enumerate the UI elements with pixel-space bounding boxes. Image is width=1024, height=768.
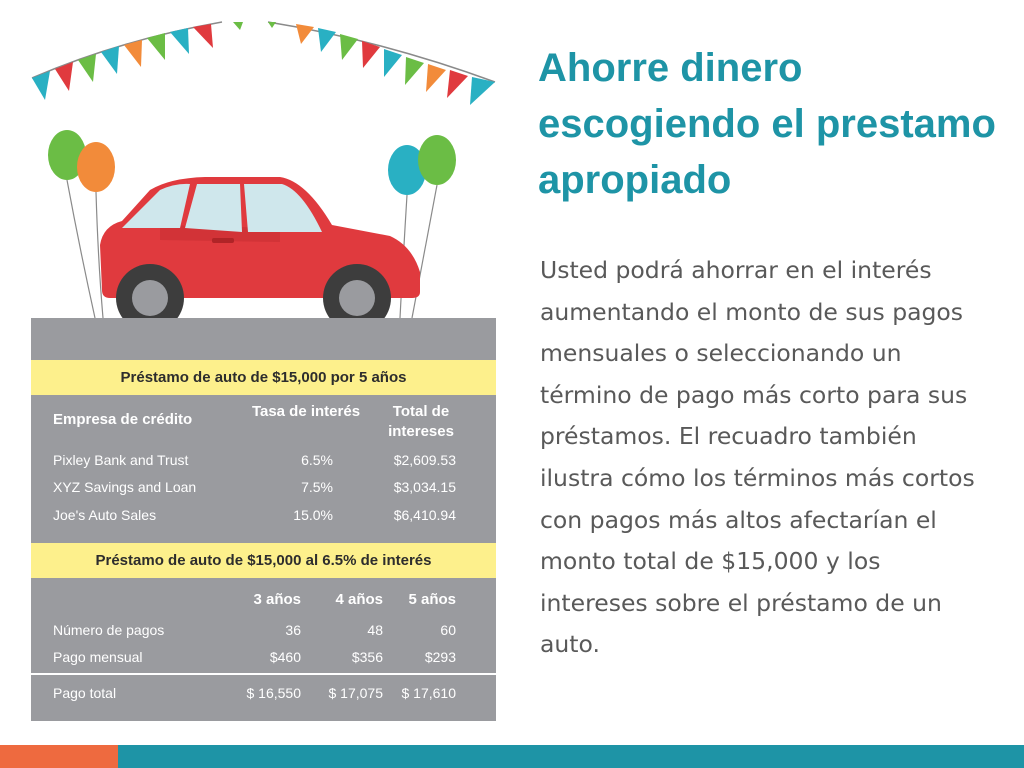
table1-row2-rate: 7.5% xyxy=(301,479,333,495)
table2-total-3yr: $ 16,550 xyxy=(246,685,302,701)
footer-accent-orange xyxy=(0,745,118,768)
table1-row1-rate: 6.5% xyxy=(301,452,333,468)
table1-row1-lender: Pixley Bank and Trust xyxy=(53,452,189,468)
table2-row1-3yr: 36 xyxy=(285,622,301,638)
table2-row2-3yr: $460 xyxy=(269,649,301,665)
table2-header-3yr: 3 años xyxy=(253,591,301,608)
table2-header-5yr: 5 años xyxy=(408,591,456,608)
table1-row3-rate: 15.0% xyxy=(293,507,333,523)
loan-comparison-panel: Préstamo de auto de $15,000 por 5 años E… xyxy=(31,318,496,721)
car-icon xyxy=(100,177,420,330)
table2-row2-4yr: $356 xyxy=(351,649,383,665)
table1-row2-interest: $3,034.15 xyxy=(393,479,456,495)
table2-total-5yr: $ 17,610 xyxy=(401,685,457,701)
total-divider xyxy=(31,673,496,675)
table2-row2-label: Pago mensual xyxy=(53,649,143,665)
table1-title: Préstamo de auto de $15,000 por 5 años xyxy=(31,360,496,395)
table1-row3-interest: $6,410.94 xyxy=(393,507,456,523)
table2-title: Préstamo de auto de $15,000 al 6.5% de i… xyxy=(31,543,496,578)
table2-row1-4yr: 48 xyxy=(367,622,383,638)
table1-header-rate: Tasa de interés xyxy=(251,403,361,420)
slide-body-text: Usted podrá ahorrar en el interés aument… xyxy=(540,256,975,659)
footer-accent-teal xyxy=(118,745,1024,768)
table1-header-total-interest: Total de intereses xyxy=(388,403,454,440)
table1-row1-interest: $2,609.53 xyxy=(393,452,456,468)
table2-header-4yr: 4 años xyxy=(335,591,383,608)
table1-header-lender: Empresa de crédito xyxy=(53,411,193,428)
bunting-icon xyxy=(31,21,496,105)
balloons-icon xyxy=(48,130,456,319)
table1-row2-lender: XYZ Savings and Loan xyxy=(53,479,197,495)
table2-row1-label: Número de pagos xyxy=(53,622,165,638)
table2-total-4yr: $ 17,075 xyxy=(328,685,384,701)
table2-row2-5yr: $293 xyxy=(424,649,456,665)
table1-row3-lender: Joe's Auto Sales xyxy=(53,507,157,523)
table2-total-label: Pago total xyxy=(53,685,117,701)
illustration xyxy=(31,21,496,330)
table2-row1-5yr: 60 xyxy=(440,622,456,638)
slide-title: Ahorre dinero escogiendo el prestamo apr… xyxy=(538,46,996,202)
